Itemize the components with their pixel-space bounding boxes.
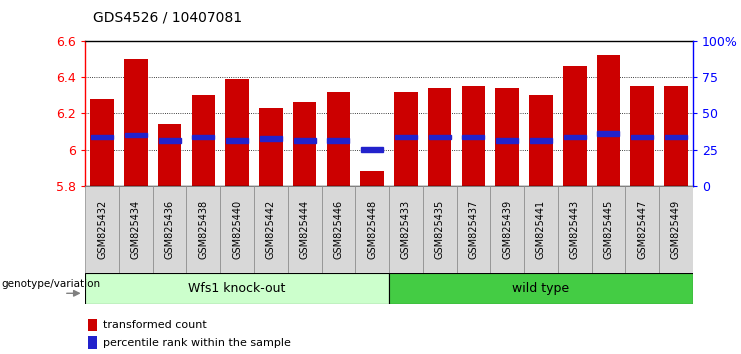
Bar <box>389 186 423 273</box>
Bar <box>462 135 485 139</box>
Text: GSM825435: GSM825435 <box>435 200 445 259</box>
Bar <box>558 186 591 273</box>
Bar <box>159 138 181 143</box>
Text: GSM825445: GSM825445 <box>603 200 614 259</box>
Text: GSM825440: GSM825440 <box>232 200 242 259</box>
Text: Wfs1 knock-out: Wfs1 knock-out <box>188 282 286 295</box>
Bar <box>360 171 384 186</box>
Bar <box>288 186 322 273</box>
Bar <box>429 135 451 139</box>
Bar <box>530 138 552 143</box>
Bar <box>665 135 687 139</box>
Bar <box>591 186 625 273</box>
Text: GSM825441: GSM825441 <box>536 200 546 259</box>
Bar <box>361 147 383 152</box>
Bar <box>597 55 620 186</box>
Text: GSM825437: GSM825437 <box>468 200 479 259</box>
Bar <box>193 135 214 139</box>
Text: GSM825439: GSM825439 <box>502 200 512 259</box>
Bar <box>423 186 456 273</box>
Text: GSM825447: GSM825447 <box>637 200 647 259</box>
Bar <box>85 186 119 273</box>
Text: GSM825434: GSM825434 <box>131 200 141 259</box>
Text: wild type: wild type <box>512 282 570 295</box>
Bar <box>220 186 254 273</box>
Bar <box>394 92 418 186</box>
Text: GSM825436: GSM825436 <box>165 200 175 259</box>
Bar <box>564 135 585 139</box>
Text: GSM825446: GSM825446 <box>333 200 343 259</box>
Bar <box>355 186 389 273</box>
Bar <box>327 92 350 186</box>
Bar <box>428 88 451 186</box>
Text: GSM825438: GSM825438 <box>199 200 208 259</box>
Bar <box>259 108 282 186</box>
Bar <box>88 336 97 349</box>
Bar <box>293 102 316 186</box>
Text: GSM825433: GSM825433 <box>401 200 411 259</box>
Bar <box>563 66 586 186</box>
Bar <box>124 59 147 186</box>
Bar <box>191 95 215 186</box>
Text: GSM825448: GSM825448 <box>367 200 377 259</box>
Bar <box>260 136 282 141</box>
Bar <box>90 99 114 186</box>
Bar <box>85 273 389 304</box>
Bar <box>328 138 349 143</box>
Bar <box>462 86 485 186</box>
Text: GSM825442: GSM825442 <box>266 200 276 259</box>
Bar <box>659 186 693 273</box>
Bar <box>524 186 558 273</box>
Bar <box>496 138 518 143</box>
Bar <box>254 186 288 273</box>
Bar <box>631 135 653 139</box>
Text: genotype/variation: genotype/variation <box>1 279 101 289</box>
Bar <box>225 79 249 186</box>
Bar <box>91 135 113 139</box>
Bar <box>625 186 659 273</box>
Bar <box>88 319 97 331</box>
Bar <box>456 186 491 273</box>
Text: transformed count: transformed count <box>104 320 207 330</box>
Bar <box>322 186 355 273</box>
Text: GSM825449: GSM825449 <box>671 200 681 259</box>
Text: GSM825432: GSM825432 <box>97 200 107 259</box>
Bar <box>125 133 147 137</box>
Text: percentile rank within the sample: percentile rank within the sample <box>104 338 291 348</box>
Text: GDS4526 / 10407081: GDS4526 / 10407081 <box>93 11 242 25</box>
Bar <box>597 131 619 136</box>
Bar <box>631 86 654 186</box>
Bar <box>664 86 688 186</box>
Bar <box>389 273 693 304</box>
Bar <box>529 95 553 186</box>
Bar <box>187 186 220 273</box>
Bar <box>119 186 153 273</box>
Bar <box>293 138 316 143</box>
Bar <box>158 124 182 186</box>
Bar <box>395 135 417 139</box>
Bar <box>226 138 248 143</box>
Bar <box>495 88 519 186</box>
Text: GSM825443: GSM825443 <box>570 200 579 259</box>
Text: GSM825444: GSM825444 <box>299 200 310 259</box>
Bar <box>153 186 187 273</box>
Bar <box>491 186 524 273</box>
